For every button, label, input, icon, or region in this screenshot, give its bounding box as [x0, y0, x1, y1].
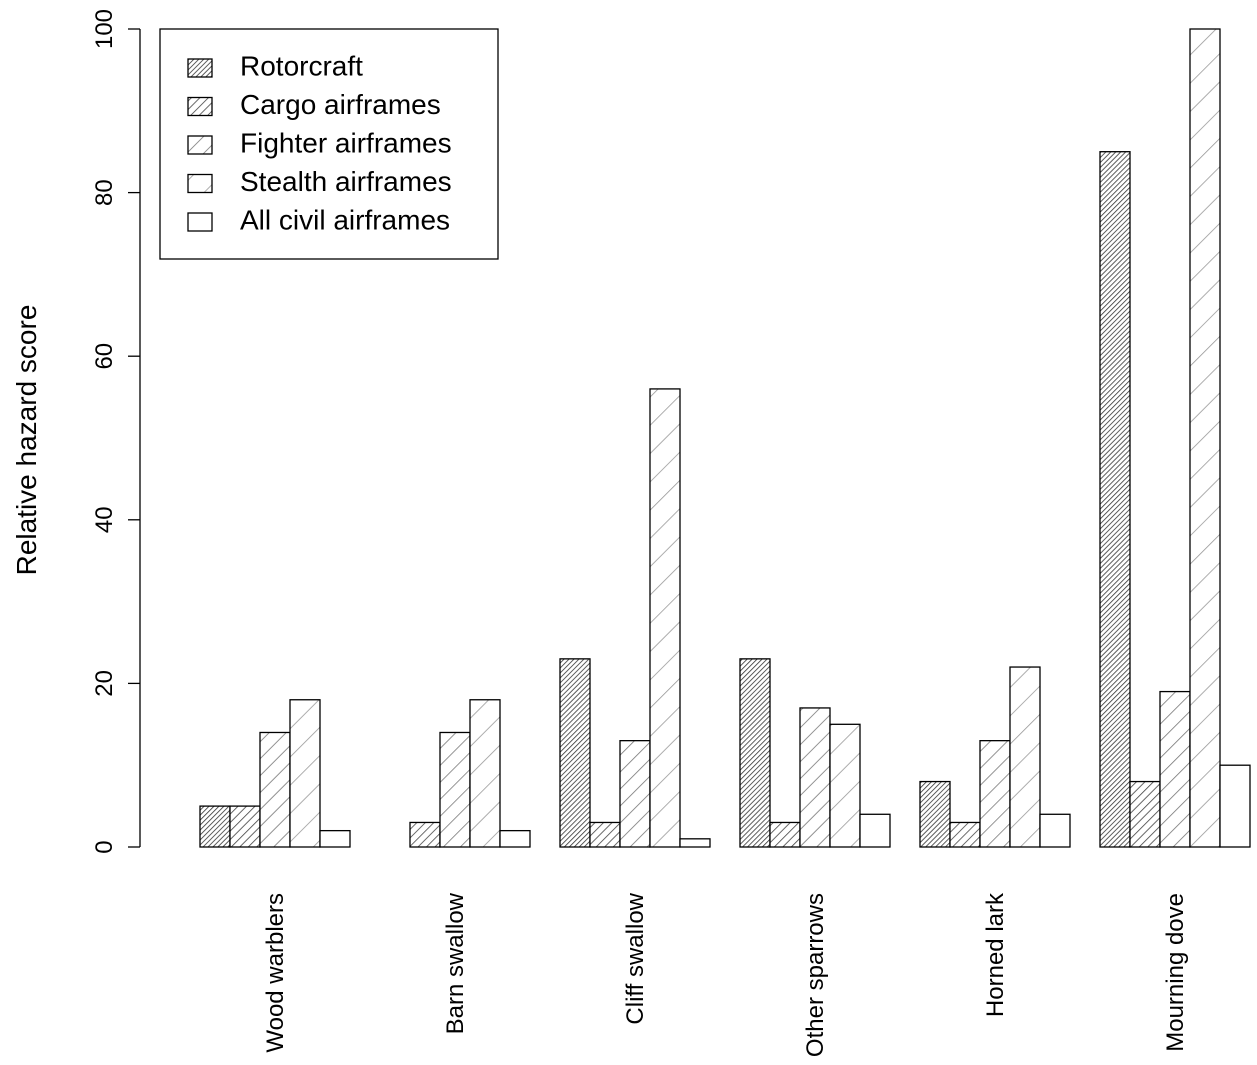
bar [229, 805, 261, 848]
bar [259, 731, 291, 848]
legend-box [159, 28, 499, 260]
bar [559, 658, 591, 848]
bar [439, 731, 471, 848]
bar [799, 707, 831, 848]
bar [499, 829, 531, 848]
bar [979, 740, 1011, 848]
bar [469, 699, 501, 848]
legend-label: Fighter airframes [240, 127, 452, 158]
bar [919, 780, 951, 848]
y-tick-label: 40 [91, 506, 118, 533]
bar [1129, 780, 1161, 848]
legend-label: Rotorcraft [240, 50, 363, 81]
y-axis-label: Relative hazard score [11, 305, 42, 576]
bar [409, 821, 441, 848]
bar [829, 723, 861, 848]
x-tick-label: Cliff swallow [622, 892, 649, 1024]
bar [859, 813, 891, 848]
y-tick-label: 20 [91, 670, 118, 697]
bar [199, 805, 231, 848]
bar [769, 821, 801, 848]
bar [739, 658, 771, 848]
bar [289, 699, 321, 848]
legend-label: Stealth airframes [240, 166, 452, 197]
legend-swatch [187, 58, 213, 78]
bar [1039, 813, 1071, 848]
bar [1219, 764, 1251, 848]
x-tick-label: Horned lark [982, 892, 1009, 1017]
bar [949, 821, 981, 848]
bar [679, 838, 711, 848]
legend-swatch [187, 173, 213, 194]
bar [589, 821, 621, 848]
legend-label: Cargo airframes [240, 89, 441, 120]
bar [1099, 151, 1131, 848]
legend-swatch [187, 135, 213, 155]
x-tick-label: Mourning dove [1162, 893, 1189, 1052]
x-tick-label: Wood warblers [262, 893, 289, 1053]
legend-label: All civil airframes [240, 204, 450, 235]
x-tick-label: Other sparrows [802, 893, 829, 1057]
y-tick-label: 60 [91, 343, 118, 370]
x-tick-label: Barn swallow [442, 892, 469, 1034]
legend-swatch [187, 96, 213, 117]
legend-swatch [187, 212, 213, 232]
bar [619, 740, 651, 848]
bar [649, 388, 681, 848]
bar [1159, 690, 1191, 848]
bar [1009, 666, 1041, 848]
bar [319, 829, 351, 848]
y-tick-label: 0 [91, 840, 118, 853]
bar [1189, 28, 1221, 848]
y-tick-label: 80 [91, 179, 118, 206]
y-tick-label: 100 [91, 9, 118, 49]
